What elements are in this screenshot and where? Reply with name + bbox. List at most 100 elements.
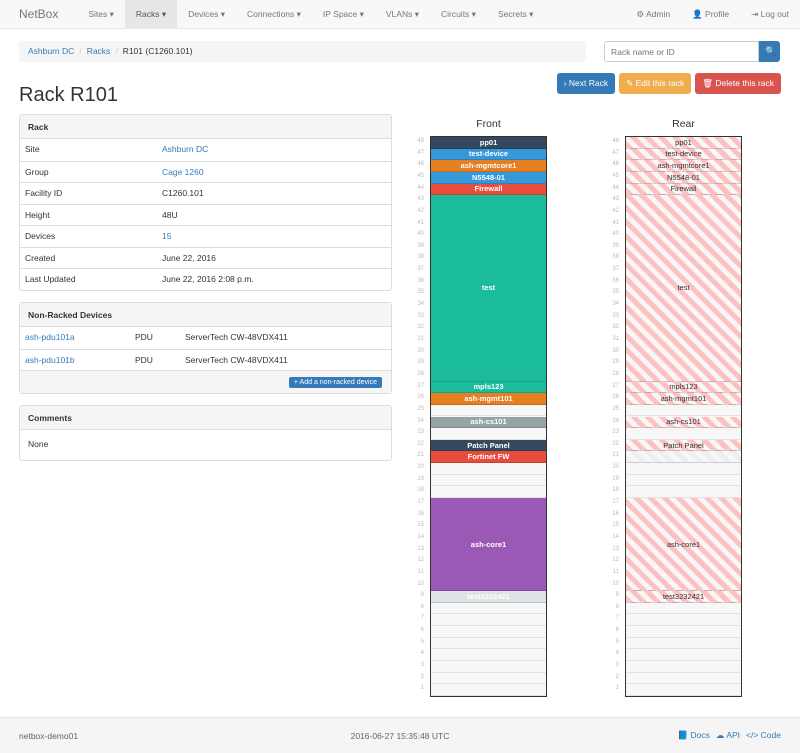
empty-rack-unit[interactable] [431,603,546,615]
logout-link[interactable]: ⇥ Log out [751,8,789,19]
next-rack-button[interactable]: › Next Rack [556,73,616,94]
nav-menu-connections[interactable]: Connections ▾ [247,8,301,19]
rack-device[interactable]: Fortinet FW [431,451,546,464]
profile-link[interactable]: 👤 Profile [692,8,730,19]
edit-rack-button[interactable]: ✎ Edit this rack [619,73,692,94]
add-non-racked-device-button[interactable]: + Add a non-racked device [288,376,382,388]
empty-rack-unit[interactable] [626,661,741,673]
device-label: Fortinet FW [467,452,510,462]
rack-device[interactable]: ash-cs101 [626,416,741,429]
rack-device[interactable]: ash-mgmt101 [626,393,741,405]
empty-rack-unit[interactable] [431,684,546,696]
unit-number: 31 [417,335,424,342]
rack-device[interactable]: ash-cs101 [431,416,546,429]
rack-device[interactable]: test3232421 [626,591,741,603]
empty-rack-unit[interactable] [626,626,741,638]
rack-device[interactable]: test [431,195,546,382]
breadcrumb-racks[interactable]: Racks [86,46,111,56]
rack-device[interactable]: test3232421 [431,591,546,603]
device-name-link[interactable]: ash-pdu101a [25,332,75,342]
rack-device[interactable]: pp01 [626,137,741,149]
nav-menu-devices[interactable]: Devices ▾ [188,8,226,19]
nav-menu-vlans[interactable]: VLANs ▾ [385,8,419,19]
search-input[interactable] [604,41,759,62]
rack-attribute-row: Facility ID C1260.101 [20,182,391,204]
empty-rack-unit[interactable] [626,684,741,696]
comments-body: None [28,439,49,449]
breadcrumb-site[interactable]: Ashburn DC [28,46,75,56]
delete-rack-button[interactable]: 🗑 Delete this rack [695,73,781,94]
device-name-link[interactable]: ash-pdu101b [25,354,75,365]
empty-rack-unit[interactable] [431,463,546,475]
nav-menu-sites[interactable]: Sites ▾ [88,8,114,19]
unit-number: 48 [417,138,424,144]
empty-rack-unit[interactable] [626,475,741,487]
empty-rack-unit[interactable] [626,673,741,685]
unit-number: 40 [612,231,619,238]
rack-device[interactable]: Firewall [626,183,741,196]
nav-menu-racks[interactable]: Racks ▾ [124,0,178,29]
unit-number: 22 [417,440,424,447]
empty-rack-unit[interactable] [626,603,741,615]
empty-rack-unit[interactable] [431,475,546,487]
admin-link[interactable]: ⚙ Admin [636,8,671,19]
device-label: pp01 [675,137,692,147]
rack-device[interactable]: test-device [626,148,741,161]
docs-link[interactable]: 📘 Docs [677,730,710,740]
empty-rack-unit[interactable] [431,638,546,650]
rack-device[interactable] [626,451,741,464]
unit-number: 28 [417,370,424,377]
empty-rack-unit[interactable] [626,614,741,627]
unit-number: 36 [417,277,424,284]
rack-device[interactable]: mpls123 [626,381,741,394]
empty-rack-unit[interactable] [431,649,546,662]
rack-device[interactable]: N5548-01 [431,171,546,184]
rack-device[interactable]: test-device [431,148,546,161]
rack-device[interactable]: ash-mgmt101 [431,393,546,405]
rack-device[interactable]: Patch Panel [431,439,546,452]
comments-panel: Comments None [19,405,392,461]
attribute-value[interactable]: Cage 1260 [162,166,204,177]
nav-menu-ip[interactable]: IP Space ▾ [322,8,364,19]
unit-number: 15 [417,522,424,529]
code-link[interactable]: </> Code [746,730,781,740]
attribute-value[interactable]: 15 [162,231,172,241]
rack-device[interactable]: ash-mgmtcore1 [431,160,546,172]
rack-device[interactable]: Firewall [431,183,546,196]
empty-rack-unit[interactable] [431,405,546,417]
device-label: Patch Panel [467,440,510,450]
brand-logo[interactable]: NetBox [19,7,59,21]
rack-device[interactable]: ash-core1 [626,498,741,592]
rear-label: Rear [672,118,695,130]
search-button[interactable]: 🔍 [759,41,780,62]
attribute-value[interactable]: Ashburn DC [162,144,209,154]
rack-device[interactable]: mpls123 [431,381,546,394]
rack-device[interactable]: N5548-01 [626,171,741,184]
non-racked-device-row: ash-pdu101b PDU ServerTech CW-48VDX411 [20,348,391,371]
empty-rack-unit[interactable] [431,626,546,638]
rack-device[interactable]: pp01 [431,137,546,149]
rack-device[interactable]: Patch Panel [626,439,741,452]
unit-number: 20 [417,464,424,471]
rack-device[interactable]: ash-core1 [431,498,546,592]
empty-rack-unit[interactable] [431,614,546,627]
empty-rack-unit[interactable] [431,661,546,673]
unit-number: 2 [420,673,424,680]
api-link[interactable]: ☁ API [715,730,741,740]
unit-number: 27 [612,382,619,389]
nav-menu-circuits[interactable]: Circuits ▾ [440,8,476,19]
rack-device[interactable]: ash-mgmtcore1 [626,160,741,172]
non-racked-device-row: ash-pdu101a PDU ServerTech CW-48VDX411 [20,327,391,349]
empty-rack-unit[interactable] [626,486,741,499]
empty-rack-unit[interactable] [626,405,741,417]
empty-rack-unit[interactable] [626,649,741,662]
attribute-value: June 22, 2016 [162,252,216,263]
empty-rack-unit[interactable] [626,463,741,475]
empty-rack-unit[interactable] [626,428,741,440]
empty-rack-unit[interactable] [431,486,546,499]
empty-rack-unit[interactable] [431,673,546,685]
nav-menu-secrets[interactable]: Secrets ▾ [497,8,534,19]
empty-rack-unit[interactable] [626,638,741,650]
empty-rack-unit[interactable] [431,428,546,440]
rack-device[interactable]: test [626,195,741,382]
